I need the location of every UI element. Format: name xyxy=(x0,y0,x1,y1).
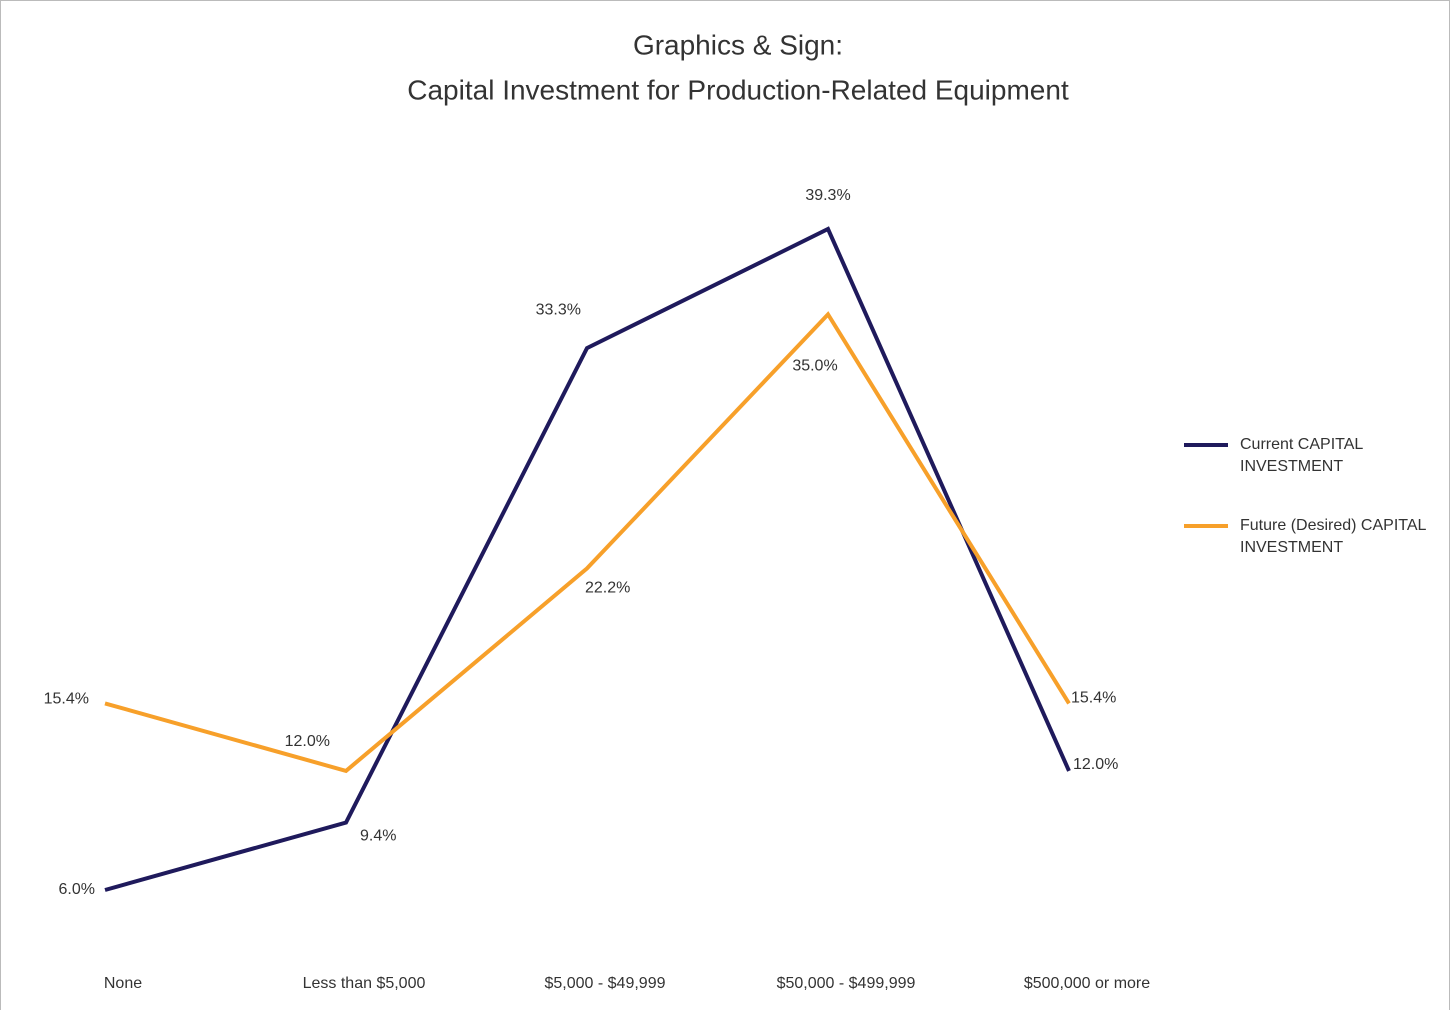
x-tick-label: $5,000 - $49,999 xyxy=(545,975,666,992)
data-label: 12.0% xyxy=(285,733,330,750)
data-label: 22.2% xyxy=(585,580,630,597)
chart-title: Capital Investment for Production-Relate… xyxy=(407,74,1069,105)
data-label: 35.0% xyxy=(792,358,837,375)
data-label: 12.0% xyxy=(1073,756,1118,773)
x-tick-label: $50,000 - $499,999 xyxy=(777,975,916,992)
legend-label: Future (Desired) CAPITAL INVESTMENT xyxy=(1240,517,1426,556)
data-label: 9.4% xyxy=(360,828,396,845)
data-label: 15.4% xyxy=(44,691,89,708)
data-label: 39.3% xyxy=(805,187,850,204)
chart-title: Graphics & Sign: xyxy=(633,29,843,60)
x-tick-label: Less than $5,000 xyxy=(303,975,426,992)
data-label: 15.4% xyxy=(1071,690,1116,707)
line xyxy=(104,311,1071,774)
x-tick-label: $500,000 or more xyxy=(1024,975,1150,992)
line xyxy=(104,226,1071,892)
data-label: 6.0% xyxy=(59,881,95,898)
x-tick-label: None xyxy=(104,975,142,992)
data-label: 33.3% xyxy=(536,301,581,318)
legend-label: Current CAPITAL INVESTMENT xyxy=(1240,436,1363,475)
